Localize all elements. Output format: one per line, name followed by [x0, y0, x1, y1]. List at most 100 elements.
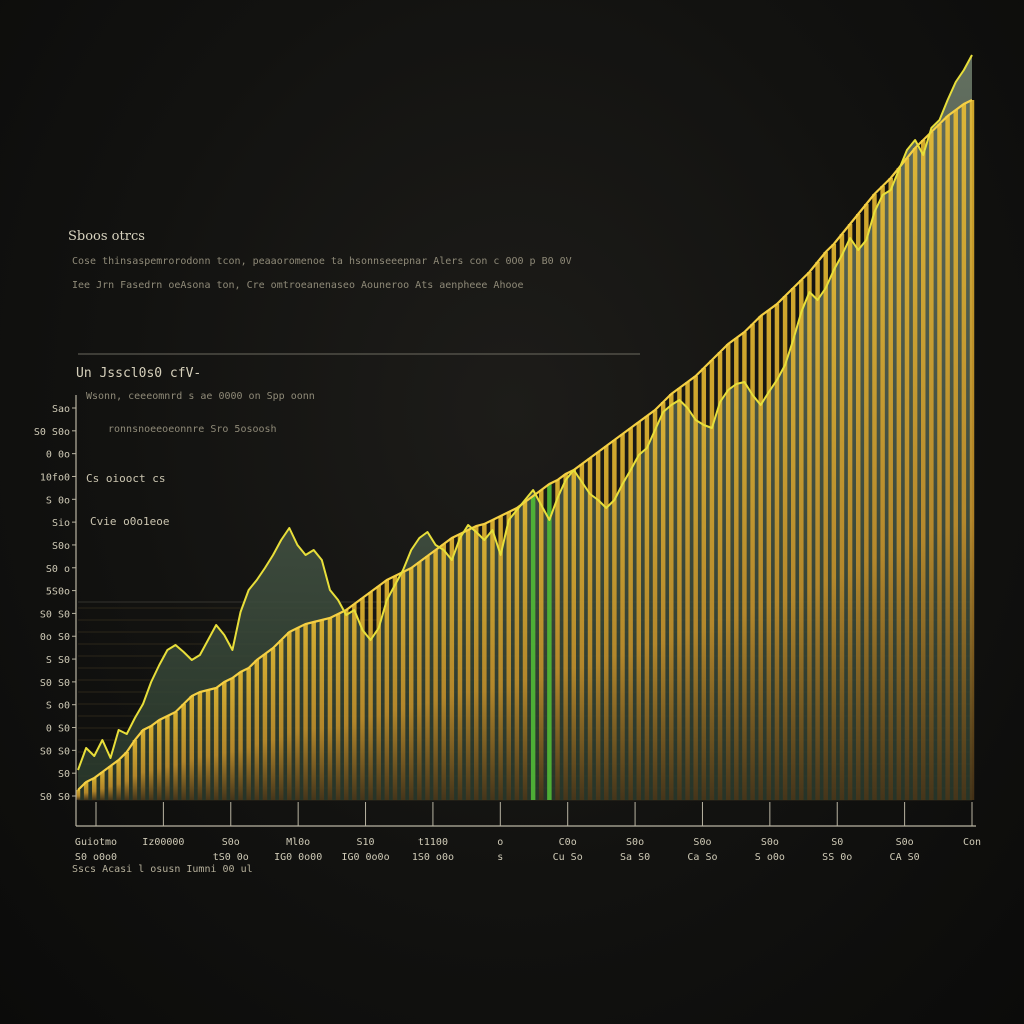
bar: [457, 534, 463, 800]
x-tick-label: IG0 0o00: [274, 852, 322, 863]
x-tick-label: S o0o: [755, 852, 785, 863]
bar: [287, 632, 292, 800]
bar: [790, 288, 796, 800]
bar: [864, 204, 869, 800]
x-tick-label: S0o: [222, 837, 240, 848]
bar: [108, 766, 113, 800]
bar: [921, 140, 926, 800]
bar: [685, 382, 690, 800]
x-tick-label: IG0 0o0o: [341, 852, 389, 863]
x-tick-label: S10: [357, 837, 375, 848]
bar: [400, 572, 406, 800]
bar: [474, 526, 479, 800]
x-tick-label: SS 0o: [822, 852, 852, 863]
bar: [799, 280, 804, 800]
bar: [124, 752, 129, 800]
bar: [498, 516, 503, 800]
bar: [734, 338, 739, 800]
bar: [303, 624, 308, 800]
bar: [579, 464, 585, 800]
y-tick-label: 0o S0: [40, 632, 70, 643]
x-tick-label: S0 o0o0: [75, 852, 117, 863]
bar: [847, 224, 853, 800]
subtitle-note-2: ronnsnoeeoeonnre Sro 5osoosh: [108, 424, 277, 435]
bar: [384, 580, 390, 800]
bar: [254, 660, 260, 800]
bar: [246, 668, 251, 800]
y-tick-label: 10fo0: [40, 472, 70, 483]
bar: [278, 640, 284, 800]
bar: [904, 158, 910, 800]
bar: [92, 778, 97, 800]
bar: [750, 324, 755, 800]
x-tick-label: S0o: [896, 837, 914, 848]
bar: [392, 576, 398, 800]
x-tick-label: s: [497, 852, 503, 863]
x-tick-label: Sa S0: [620, 852, 650, 863]
bar: [669, 394, 674, 800]
bar: [189, 696, 195, 800]
bar: [539, 490, 544, 800]
annotation-label-2: Cvie o0o1eoe: [90, 515, 170, 528]
highlight-bar: [547, 484, 552, 800]
x-tick-label: S0: [831, 837, 843, 848]
x-tick-label: o: [497, 837, 503, 848]
bar: [197, 692, 203, 800]
bar: [417, 562, 422, 800]
bar: [506, 512, 511, 800]
y-tick-label: S0 S0: [40, 609, 70, 620]
bar: [587, 458, 593, 800]
bar: [449, 538, 455, 800]
bar: [823, 252, 828, 800]
bar: [595, 452, 601, 800]
bar: [888, 178, 893, 800]
y-tick-label: 0 0o: [46, 450, 70, 461]
bar: [148, 726, 154, 800]
bar: [408, 568, 414, 800]
y-tick-label: Sio: [52, 518, 70, 529]
bar: [969, 100, 975, 800]
bar: [953, 110, 958, 800]
bar: [677, 388, 682, 800]
x-tick-label: 1S0 o0o: [412, 852, 454, 863]
y-tick-label: S0 S0: [40, 678, 70, 689]
chart-source: Sscs Acasi l osusn Iumni 00 ul: [72, 864, 253, 875]
y-tick-label: S0o: [52, 541, 70, 552]
bar: [140, 730, 146, 800]
bar: [327, 618, 333, 800]
chart-title: Sboos otrcs: [68, 229, 145, 244]
bar: [173, 712, 178, 800]
bar: [896, 168, 902, 800]
bar: [368, 592, 373, 800]
bar: [311, 622, 316, 800]
bar: [937, 124, 942, 800]
bar: [213, 688, 219, 800]
highlight-bar: [530, 496, 536, 800]
y-tick-label: S 0o: [46, 495, 70, 506]
x-tick-label: Ca So: [687, 852, 717, 863]
subtitle-note-1: Wsonn, ceeeomnrd s ae 0000 on Spp oonn: [86, 391, 315, 402]
bar: [352, 604, 357, 800]
bar: [522, 502, 528, 800]
bar: [807, 272, 812, 800]
bar: [604, 446, 609, 800]
bar: [116, 760, 121, 800]
bar: [100, 772, 105, 800]
bar: [758, 316, 763, 800]
bar: [620, 434, 625, 800]
bar: [774, 304, 780, 800]
bar: [929, 132, 934, 800]
axes: [72, 395, 976, 827]
x-tick-label: Iz00000: [142, 837, 184, 848]
bar: [165, 716, 170, 800]
y-tick-label: S0 o: [46, 564, 70, 575]
x-tick-label: tS0 0o: [213, 852, 249, 863]
bar: [465, 530, 471, 800]
y-tick-label: 5S0o: [46, 587, 70, 598]
bar: [831, 244, 837, 800]
x-tick-label: S0o: [626, 837, 644, 848]
bar: [441, 544, 446, 800]
bar: [343, 610, 349, 800]
bar: [83, 782, 89, 800]
x-tick-label: S0o: [693, 837, 711, 848]
